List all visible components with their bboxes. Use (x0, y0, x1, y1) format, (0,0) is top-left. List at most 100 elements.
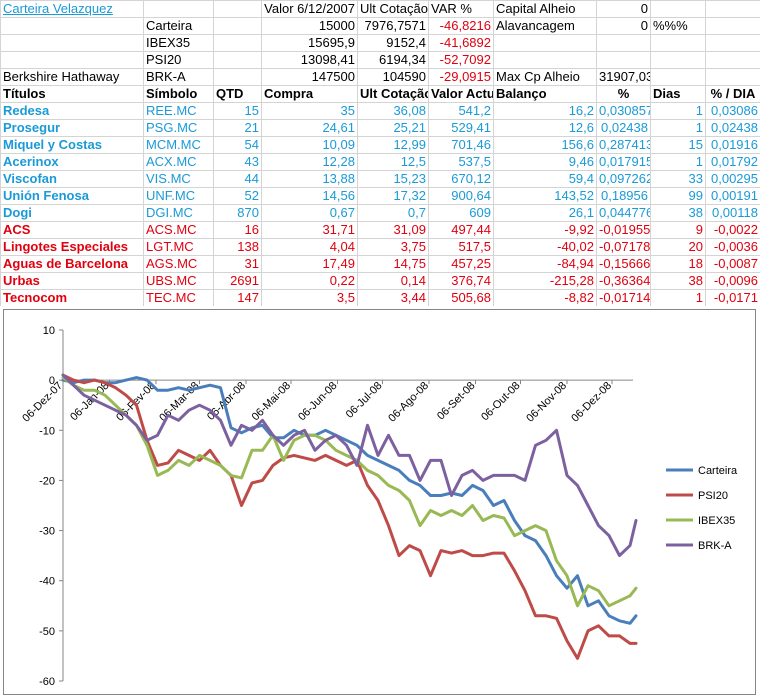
cell-empty[interactable] (213, 68, 262, 86)
stock-dias-cell[interactable]: 1 (650, 289, 706, 307)
stock-dias-cell[interactable]: 1 (650, 119, 706, 137)
stock-pct-cell[interactable]: 0,02438 (596, 119, 651, 137)
cell-empty[interactable] (650, 0, 706, 18)
cell-empty[interactable] (650, 34, 706, 52)
stock-symbol-cell[interactable]: TEC.MC (143, 289, 214, 307)
stock-pct-dia-cell[interactable]: -0,0171 (705, 289, 760, 307)
stock-valor-cell[interactable]: 670,12 (428, 170, 494, 188)
stock-title-cell[interactable]: Dogi (0, 204, 144, 222)
stock-qtd-cell[interactable]: 16 (213, 221, 262, 239)
stock-valor-cell[interactable]: 505,68 (428, 289, 494, 307)
stock-symbol-cell[interactable]: PSG.MC (143, 119, 214, 137)
capital-value[interactable]: 0 (596, 0, 651, 18)
stock-symbol-cell[interactable]: LGT.MC (143, 238, 214, 256)
cell-empty[interactable] (650, 68, 706, 86)
stock-pct-cell[interactable]: 0,287413 (596, 136, 651, 154)
stock-qtd-cell[interactable]: 147 (213, 289, 262, 307)
stock-dias-cell[interactable]: 1 (650, 102, 706, 120)
stock-pct-cell[interactable]: 0,097262 (596, 170, 651, 188)
stock-pct-dia-cell[interactable]: 0,00295 (705, 170, 760, 188)
stock-title-cell[interactable]: Aguas de Barcelona (0, 255, 144, 273)
summary-var[interactable]: -46,8216 (428, 17, 494, 35)
summary-label[interactable]: Carteira (143, 17, 214, 35)
summary-name[interactable] (0, 51, 144, 69)
summary-valor[interactable]: 13098,41 (261, 51, 358, 69)
summary-ult[interactable]: 7976,7571 (357, 17, 429, 35)
alavancagem-unit[interactable]: %%% (650, 17, 706, 35)
stock-compra-cell[interactable]: 14,56 (261, 187, 358, 205)
stock-symbol-cell[interactable]: MCM.MC (143, 136, 214, 154)
alavancagem-label[interactable]: Alavancagem (493, 17, 597, 35)
summary-name[interactable] (0, 34, 144, 52)
stock-compra-cell[interactable]: 0,67 (261, 204, 358, 222)
stock-title-cell[interactable]: Miquel y Costas (0, 136, 144, 154)
stock-title-cell[interactable]: Viscofan (0, 170, 144, 188)
stock-balanco-cell[interactable]: -84,94 (493, 255, 597, 273)
stock-dias-cell[interactable]: 38 (650, 204, 706, 222)
stock-pct-cell[interactable]: -0,01714 (596, 289, 651, 307)
stock-compra-cell[interactable]: 0,22 (261, 272, 358, 290)
stock-valor-cell[interactable]: 541,2 (428, 102, 494, 120)
summary-var[interactable]: -52,7092 (428, 51, 494, 69)
cell-empty[interactable] (705, 17, 760, 35)
cell-empty[interactable] (705, 68, 760, 86)
stock-valor-cell[interactable]: 529,41 (428, 119, 494, 137)
stock-ult-cell[interactable]: 36,08 (357, 102, 429, 120)
summary-label[interactable]: IBEX35 (143, 34, 214, 52)
stock-ult-cell[interactable]: 0,7 (357, 204, 429, 222)
cell-empty[interactable] (596, 34, 651, 52)
stock-compra-cell[interactable]: 13,88 (261, 170, 358, 188)
summary-valor[interactable]: 15000 (261, 17, 358, 35)
stock-dias-cell[interactable]: 1 (650, 153, 706, 171)
stock-compra-cell[interactable]: 3,5 (261, 289, 358, 307)
cell-empty[interactable] (650, 51, 706, 69)
stock-pct-cell[interactable]: -0,15666 (596, 255, 651, 273)
max-cp-label[interactable]: Max Cp Alheio (493, 68, 597, 86)
stock-pct-dia-cell[interactable]: 0,02438 (705, 119, 760, 137)
stock-balanco-cell[interactable]: -8,82 (493, 289, 597, 307)
cell-empty[interactable] (596, 51, 651, 69)
stock-ult-cell[interactable]: 3,44 (357, 289, 429, 307)
alavancagem-value[interactable]: 0 (596, 17, 651, 35)
stock-pct-cell[interactable]: 0,017915 (596, 153, 651, 171)
stock-valor-cell[interactable]: 457,25 (428, 255, 494, 273)
chart-area[interactable]: 10 0 -10 -20 -30 -40 -50 -60 06-Dez-07 06-Jan-08 0… (0, 306, 760, 698)
cell-empty[interactable] (213, 17, 262, 35)
cell-empty[interactable] (493, 51, 597, 69)
cell-empty[interactable] (213, 51, 262, 69)
col-header-qtd[interactable]: QTD (213, 85, 262, 103)
summary-var[interactable]: -41,6892 (428, 34, 494, 52)
stock-qtd-cell[interactable]: 43 (213, 153, 262, 171)
stock-valor-cell[interactable]: 609 (428, 204, 494, 222)
stock-pct-dia-cell[interactable]: 0,03086 (705, 102, 760, 120)
stock-compra-cell[interactable]: 24,61 (261, 119, 358, 137)
stock-pct-cell[interactable]: -0,07178 (596, 238, 651, 256)
stock-symbol-cell[interactable]: AGS.MC (143, 255, 214, 273)
stock-balanco-cell[interactable]: 9,46 (493, 153, 597, 171)
stock-dias-cell[interactable]: 33 (650, 170, 706, 188)
stock-pct-dia-cell[interactable]: -0,0087 (705, 255, 760, 273)
stock-pct-cell[interactable]: -0,01955 (596, 221, 651, 239)
stock-symbol-cell[interactable]: ACX.MC (143, 153, 214, 171)
stock-pct-dia-cell[interactable]: 0,00191 (705, 187, 760, 205)
stock-ult-cell[interactable]: 0,14 (357, 272, 429, 290)
stock-balanco-cell[interactable]: 156,6 (493, 136, 597, 154)
summary-label[interactable]: BRK-A (143, 68, 214, 86)
stock-ult-cell[interactable]: 17,32 (357, 187, 429, 205)
stock-balanco-cell[interactable]: 12,6 (493, 119, 597, 137)
stock-compra-cell[interactable]: 12,28 (261, 153, 358, 171)
stock-valor-cell[interactable]: 537,5 (428, 153, 494, 171)
stock-balanco-cell[interactable]: 143,52 (493, 187, 597, 205)
stock-symbol-cell[interactable]: DGI.MC (143, 204, 214, 222)
stock-pct-cell[interactable]: -0,36364 (596, 272, 651, 290)
summary-ult[interactable]: 104590 (357, 68, 429, 86)
capital-label[interactable]: Capital Alheio (493, 0, 597, 18)
stock-symbol-cell[interactable]: ACS.MC (143, 221, 214, 239)
summary-name[interactable] (0, 17, 144, 35)
cell-empty[interactable] (213, 34, 262, 52)
valor-header[interactable]: Valor 6/12/2007 (261, 0, 358, 18)
stock-qtd-cell[interactable]: 15 (213, 102, 262, 120)
stock-balanco-cell[interactable]: -9,92 (493, 221, 597, 239)
stock-dias-cell[interactable]: 18 (650, 255, 706, 273)
col-header-balanco[interactable]: Balanço (493, 85, 597, 103)
